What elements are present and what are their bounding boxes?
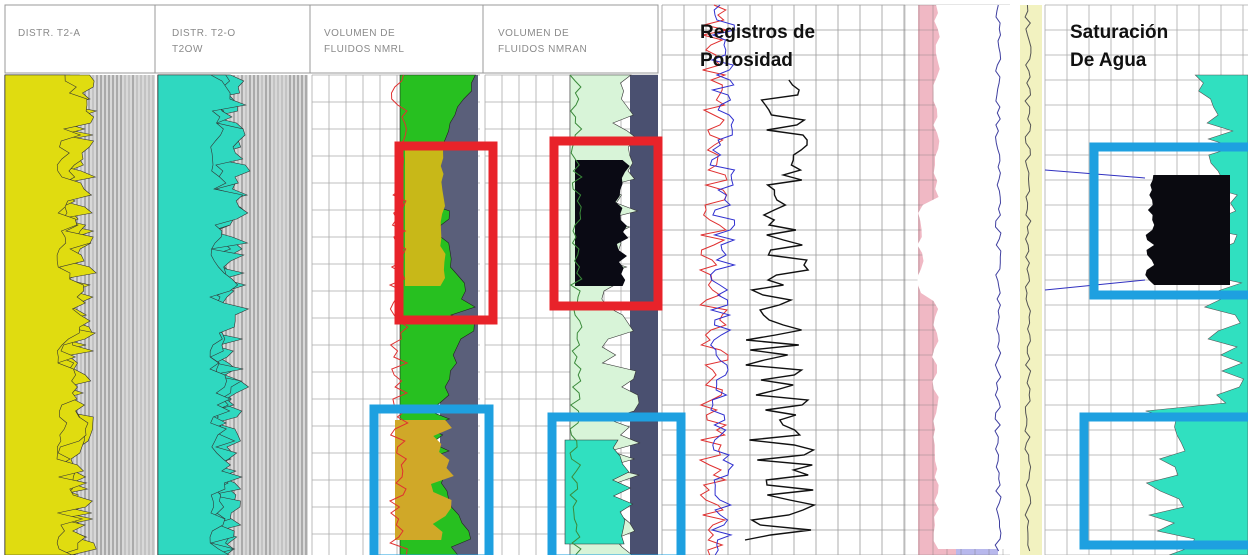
log-fill xyxy=(395,420,454,540)
header-label: FLUIDOS NMRL xyxy=(324,44,404,55)
highlight-box xyxy=(394,141,498,325)
log-fill xyxy=(4,74,95,555)
annotation: Saturación xyxy=(1070,22,1168,43)
header-row xyxy=(4,4,659,74)
header-label: T2OW xyxy=(172,44,203,55)
log-fill xyxy=(564,439,634,545)
track-fill xyxy=(1020,5,1042,555)
log-fill xyxy=(157,74,250,555)
header-label: DISTR. T2-O xyxy=(172,28,236,39)
log-curve xyxy=(994,4,1002,552)
highlight-box xyxy=(1079,412,1248,550)
highlight-box xyxy=(1089,142,1248,300)
log-curve xyxy=(744,79,817,541)
tracks xyxy=(4,4,1248,555)
annotation: De Agua xyxy=(1070,50,1147,71)
highlight-box xyxy=(547,412,686,555)
header-label: DISTR. T2-A xyxy=(18,28,81,39)
annotation: Registros de xyxy=(700,22,815,43)
log-fill xyxy=(917,5,1010,549)
header-label: VOLUMEN DE xyxy=(498,28,569,39)
highlight-box xyxy=(369,404,494,555)
annotation: Porosidad xyxy=(700,50,793,71)
header-label: FLUIDOS NMRAN xyxy=(498,44,587,55)
log-curve xyxy=(569,74,583,555)
log-fill xyxy=(1145,175,1230,285)
header-label: VOLUMEN DE xyxy=(324,28,395,39)
log-fill xyxy=(405,150,446,286)
log-curve xyxy=(709,4,737,555)
log-fill xyxy=(575,160,630,286)
highlight-box xyxy=(549,136,663,311)
log-curve xyxy=(1024,4,1032,552)
